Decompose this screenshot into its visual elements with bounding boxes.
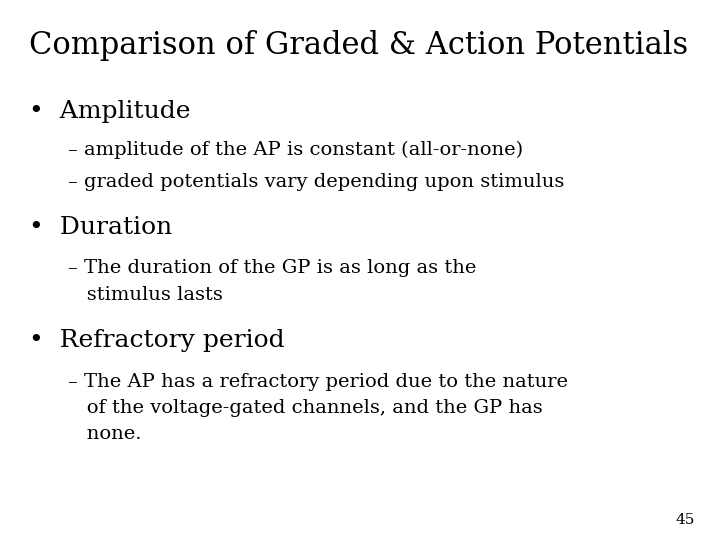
- Text: •  Refractory period: • Refractory period: [29, 329, 284, 353]
- Text: •  Amplitude: • Amplitude: [29, 100, 190, 123]
- Text: – amplitude of the AP is constant (all-or-none): – amplitude of the AP is constant (all-o…: [68, 140, 523, 159]
- Text: Comparison of Graded & Action Potentials: Comparison of Graded & Action Potentials: [29, 30, 688, 60]
- Text: – graded potentials vary depending upon stimulus: – graded potentials vary depending upon …: [68, 173, 564, 191]
- Text: – The duration of the GP is as long as the
   stimulus lasts: – The duration of the GP is as long as t…: [68, 259, 477, 303]
- Text: •  Duration: • Duration: [29, 216, 172, 239]
- Text: – The AP has a refractory period due to the nature
   of the voltage-gated chann: – The AP has a refractory period due to …: [68, 373, 568, 443]
- Text: 45: 45: [675, 512, 695, 526]
